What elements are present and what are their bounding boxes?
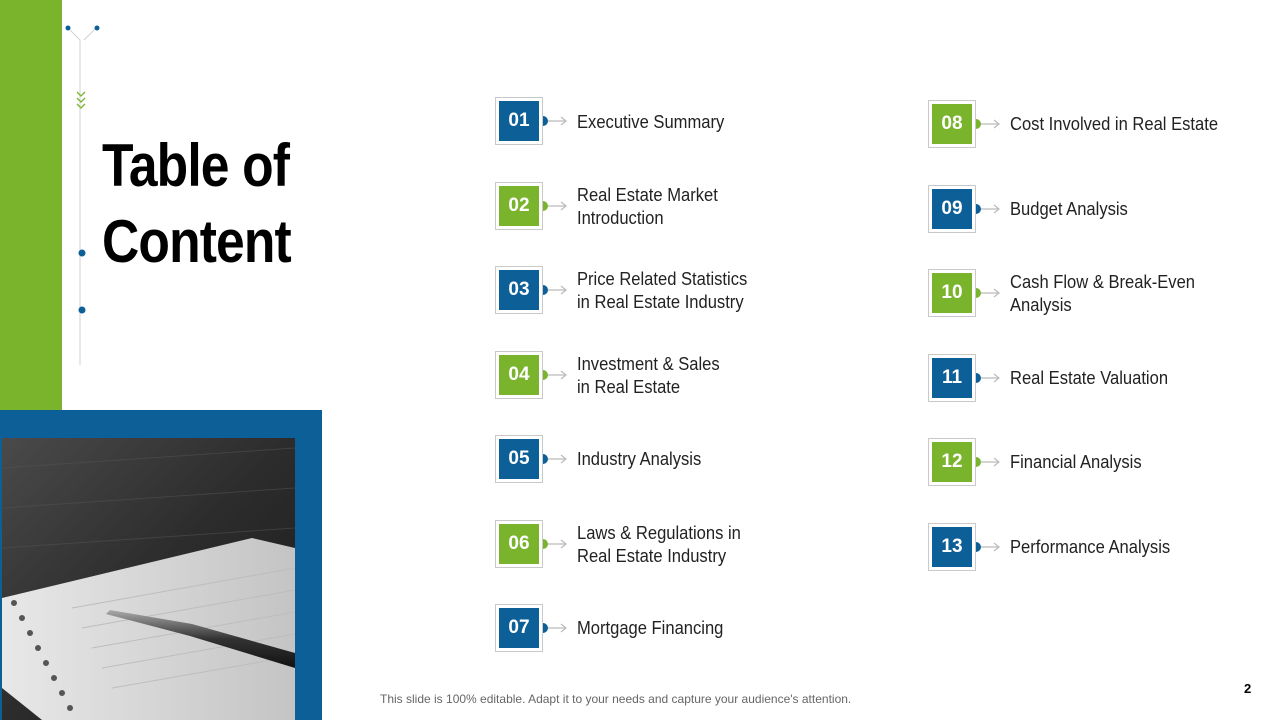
item-number: 01 bbox=[499, 101, 539, 141]
green-accent-bar bbox=[0, 0, 62, 412]
item-number: 03 bbox=[499, 270, 539, 310]
item-number: 06 bbox=[499, 524, 539, 564]
item-label: Performance Analysis bbox=[1010, 537, 1171, 557]
item-label: Investment & Sales in Real Estate bbox=[577, 354, 720, 397]
arrow-connector-icon bbox=[543, 201, 567, 211]
item-number: 05 bbox=[499, 439, 539, 479]
item-label: Financial Analysis bbox=[1010, 452, 1142, 472]
item-number: 13 bbox=[932, 527, 972, 567]
arrow-connector-icon bbox=[976, 373, 1000, 383]
item-label: Cost Involved in Real Estate bbox=[1010, 114, 1219, 134]
item-number: 11 bbox=[932, 358, 972, 398]
item-number-box: 09 bbox=[928, 185, 976, 233]
arrow-connector-icon bbox=[543, 454, 567, 464]
item-number-box: 05 bbox=[495, 435, 543, 483]
item-label: Laws & Regulations in Real Estate Industr… bbox=[577, 523, 741, 566]
item-label: Industry Analysis bbox=[577, 449, 702, 469]
item-number-box: 04 bbox=[495, 351, 543, 399]
item-label: Mortgage Financing bbox=[577, 618, 724, 638]
item-label: Budget Analysis bbox=[1010, 199, 1128, 219]
item-number: 09 bbox=[932, 189, 972, 229]
footer-note: This slide is 100% editable. Adapt it to… bbox=[380, 692, 852, 706]
item-number: 08 bbox=[932, 104, 972, 144]
item-number-box: 13 bbox=[928, 523, 976, 571]
notebook-pen-photo bbox=[2, 438, 295, 720]
arrow-connector-icon bbox=[543, 116, 567, 126]
title-line: Content bbox=[102, 208, 292, 275]
item-number-box: 10 bbox=[928, 269, 976, 317]
item-number: 04 bbox=[499, 355, 539, 395]
arrow-connector-icon bbox=[976, 542, 1000, 552]
page-number: 2 bbox=[1244, 681, 1252, 696]
item-number-box: 02 bbox=[495, 182, 543, 230]
arrow-connector-icon bbox=[976, 119, 1000, 129]
item-number-box: 03 bbox=[495, 266, 543, 314]
item-label: Real Estate Market Introduction bbox=[577, 185, 718, 228]
arrow-connector-icon bbox=[976, 204, 1000, 214]
item-number-box: 11 bbox=[928, 354, 976, 402]
arrow-connector-icon bbox=[543, 623, 567, 633]
item-number-box: 01 bbox=[495, 97, 543, 145]
item-number: 12 bbox=[932, 442, 972, 482]
title-line: Table of bbox=[102, 132, 290, 199]
page-title: Table of Content bbox=[102, 128, 292, 280]
arrow-connector-icon bbox=[976, 457, 1000, 467]
circuit-line-decoration bbox=[65, 25, 100, 365]
item-number-box: 12 bbox=[928, 438, 976, 486]
item-number-box: 07 bbox=[495, 604, 543, 652]
item-label: Real Estate Valuation bbox=[1010, 368, 1169, 388]
item-number: 07 bbox=[499, 608, 539, 648]
item-number: 02 bbox=[499, 186, 539, 226]
item-label: Cash Flow & Break-Even Analysis bbox=[1010, 272, 1195, 315]
arrow-connector-icon bbox=[543, 539, 567, 549]
arrow-connector-icon bbox=[976, 288, 1000, 298]
item-number-box: 08 bbox=[928, 100, 976, 148]
arrow-connector-icon bbox=[543, 285, 567, 295]
item-number-box: 06 bbox=[495, 520, 543, 568]
item-label: Executive Summary bbox=[577, 112, 725, 132]
item-label: Price Related Statistics in Real Estate I… bbox=[577, 269, 748, 312]
item-number: 10 bbox=[932, 273, 972, 313]
arrow-connector-icon bbox=[543, 370, 567, 380]
